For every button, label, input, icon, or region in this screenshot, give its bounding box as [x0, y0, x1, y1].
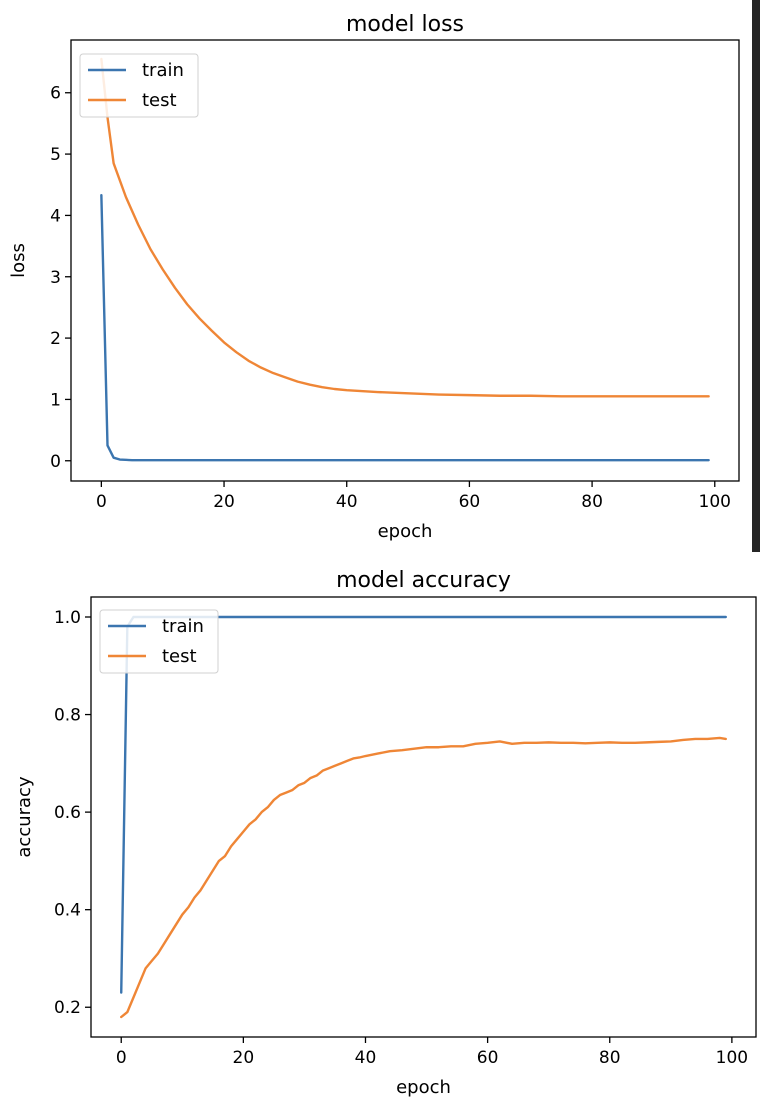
- accuracy-y-tick-label: 0.2: [54, 998, 81, 1018]
- accuracy-y-tick-label: 0.4: [54, 901, 81, 921]
- accuracy-x-tick-label: 20: [233, 1048, 255, 1068]
- loss-plot-frame: [70, 39, 740, 482]
- accuracy-x-tick-label: 100: [716, 1048, 748, 1068]
- loss-x-axis-label: epoch: [378, 521, 433, 542]
- accuracy-x-tick-label: 80: [599, 1048, 621, 1068]
- loss-x-tick-label: 80: [581, 492, 603, 512]
- loss-x-tick-label: 60: [459, 492, 481, 512]
- accuracy-legend-train-label: train: [162, 616, 204, 637]
- loss-y-tick-label: 0: [50, 452, 61, 472]
- loss-y-tick-label: 2: [50, 329, 61, 349]
- accuracy-x-axis-label: epoch: [396, 1077, 451, 1098]
- loss-chart-title: model loss: [346, 12, 464, 37]
- accuracy-y-axis-label: accuracy: [14, 776, 35, 858]
- accuracy-legend-test-label: test: [162, 646, 197, 667]
- loss-series-test-line: [100, 57, 710, 398]
- loss-chart: model loss 0 20 40 60 80 100 0 1 2 3 4 5 6 epoch loss tr…: [8, 12, 740, 542]
- loss-y-tick-label: 6: [50, 84, 61, 104]
- loss-series-train-line: [100, 193, 710, 462]
- loss-y-tick-label: 3: [50, 268, 61, 288]
- loss-legend: train test: [79, 53, 199, 118]
- loss-x-tick-label: 100: [699, 492, 731, 512]
- accuracy-legend: train test: [99, 609, 219, 674]
- accuracy-x-tick-label: 0: [116, 1048, 127, 1068]
- loss-x-tick-label: 0: [96, 492, 107, 512]
- accuracy-y-tick-label: 0.8: [54, 706, 81, 726]
- accuracy-series-test-line: [120, 736, 727, 1019]
- loss-x-tick-label: 20: [213, 492, 235, 512]
- loss-legend-train-label: train: [142, 60, 184, 81]
- accuracy-y-tick-label: 0.6: [54, 803, 81, 823]
- accuracy-x-tick-label: 60: [477, 1048, 499, 1068]
- loss-x-tick-label: 40: [336, 492, 358, 512]
- accuracy-chart: model accuracy 0 20 40 60 80 100 0.2 0.4 0.6 0.8 1.…: [14, 568, 757, 1098]
- loss-y-axis-label: loss: [8, 243, 29, 278]
- accuracy-y-tick-label: 1.0: [54, 608, 81, 628]
- loss-y-tick-label: 4: [50, 206, 61, 226]
- side-scrollbar: [752, 0, 760, 552]
- accuracy-plot-frame: [90, 596, 757, 1038]
- accuracy-chart-title: model accuracy: [336, 568, 511, 593]
- accuracy-x-tick-label: 40: [355, 1048, 377, 1068]
- loss-legend-test-label: test: [142, 90, 177, 111]
- loss-y-tick-label: 5: [50, 145, 61, 165]
- loss-y-tick-label: 1: [50, 390, 61, 410]
